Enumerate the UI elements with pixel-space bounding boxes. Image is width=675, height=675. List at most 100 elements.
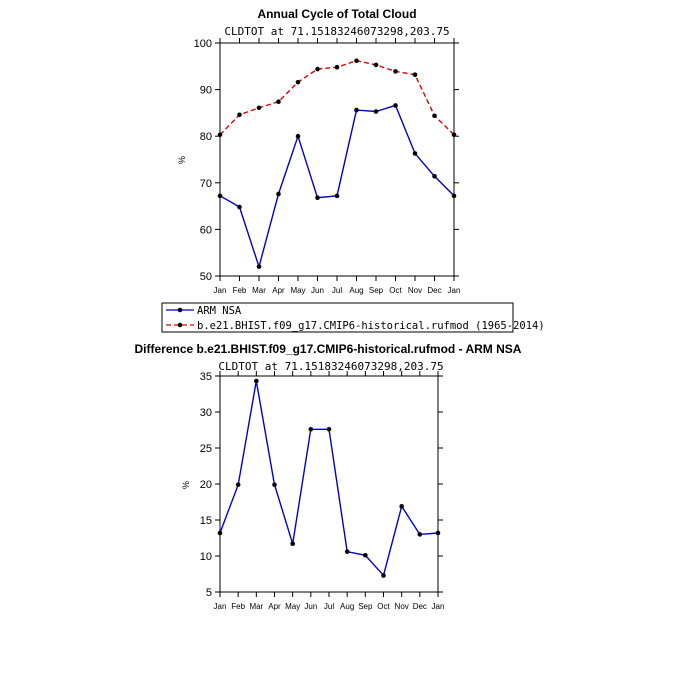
x-tick-label: Sep <box>369 286 384 295</box>
data-point <box>354 58 359 64</box>
data-point <box>399 504 404 509</box>
x-tick-label: Dec <box>427 286 441 295</box>
data-point <box>290 541 295 547</box>
x-tick-label: Jul <box>332 286 342 295</box>
data-point <box>217 132 223 138</box>
series-line-1 <box>219 59 455 136</box>
y-tick-label: 5 <box>206 587 212 599</box>
plot-frame <box>219 42 455 277</box>
legend: ARM NSA b.e21.BHIST.f09_g17.CMIP6-histor… <box>161 302 545 333</box>
data-point <box>393 69 398 74</box>
x-tick-label: May <box>290 286 305 295</box>
x-tick-label: Apr <box>272 286 285 295</box>
x-tick-label: Feb <box>233 286 247 295</box>
data-point <box>237 112 242 118</box>
data-point <box>451 132 457 138</box>
data-point <box>432 113 437 118</box>
data-point <box>272 482 277 488</box>
y-axis-label: % <box>181 481 191 489</box>
x-tick-label: Nov <box>395 602 409 611</box>
data-point <box>451 193 457 199</box>
chart-subtitle: CLDTOT at 71.15183246073298,203.75 <box>224 25 449 38</box>
data-point <box>412 151 418 156</box>
y-tick-label: 35 <box>200 371 212 383</box>
legend-label-model: b.e21.BHIST.f09_g17.CMIP6-historical.ruf… <box>197 320 545 332</box>
x-tick-label: Jan <box>214 602 227 611</box>
data-point <box>344 549 350 554</box>
data-point <box>276 99 281 105</box>
y-tick-label: 50 <box>200 271 212 283</box>
x-tick-label: Mar <box>252 286 266 295</box>
data-point <box>256 264 262 269</box>
data-point <box>295 79 301 85</box>
y-tick-label: 25 <box>200 443 212 455</box>
data-point <box>412 72 418 77</box>
y-tick-label: 70 <box>200 178 212 190</box>
data-point <box>432 173 437 179</box>
y-axis-label: % <box>177 156 187 164</box>
x-tick-label: Jan <box>432 602 445 611</box>
x-tick-label: Oct <box>377 602 390 611</box>
x-tick-label: Aug <box>340 602 354 611</box>
x-tick-label: Oct <box>389 286 402 295</box>
x-tick-label: Apr <box>268 602 281 611</box>
data-point <box>334 64 340 70</box>
plot-marks: 50 60 70 80 90 100 Jan Feb Mar Apr May Jun Jul Aug Sep… <box>194 38 461 295</box>
y-tick-label: 60 <box>200 224 212 236</box>
data-point <box>354 107 359 113</box>
x-tick-label: Aug <box>349 286 363 295</box>
data-point <box>373 62 379 68</box>
y-tick-label: 30 <box>200 407 212 419</box>
plot-marks: 5 10 15 20 25 30 35 Jan Feb Mar Apr May Jun Jul Aug Sep… <box>200 371 445 611</box>
y-tick-label: 10 <box>200 551 212 563</box>
chart-title: Annual Cycle of Total Cloud <box>257 7 416 21</box>
x-tick-label: Feb <box>231 602 245 611</box>
y-tick-label: 20 <box>200 479 212 491</box>
x-tick-label: Jan <box>448 286 461 295</box>
data-point <box>256 105 262 111</box>
data-point <box>326 426 332 432</box>
legend-label-arm-nsa: ARM NSA <box>197 305 242 317</box>
data-point <box>315 195 320 201</box>
y-tick-label: 15 <box>200 515 212 527</box>
data-point <box>315 66 320 72</box>
data-point <box>435 530 441 536</box>
series-line-0 <box>219 104 455 270</box>
y-tick-label: 100 <box>194 38 212 50</box>
data-point <box>235 482 241 488</box>
series-line-0 <box>219 380 439 577</box>
data-point <box>417 532 423 537</box>
data-point <box>276 191 281 197</box>
data-point <box>254 378 259 384</box>
x-tick-label: Nov <box>408 286 422 295</box>
difference-chart: Difference b.e21.BHIST.f09_g17.CMIP6-his… <box>135 342 522 611</box>
x-tick-label: Jun <box>311 286 324 295</box>
data-point <box>217 193 223 199</box>
x-tick-label: Mar <box>249 602 263 611</box>
x-tick-label: Jun <box>304 602 317 611</box>
chart-title: Difference b.e21.BHIST.f09_g17.CMIP6-his… <box>135 342 522 356</box>
y-tick-label: 90 <box>200 85 212 97</box>
data-point <box>373 109 379 114</box>
data-point <box>217 530 223 536</box>
data-point <box>237 204 242 210</box>
data-point <box>393 103 398 108</box>
data-point <box>334 193 340 199</box>
data-point <box>295 133 301 139</box>
x-tick-label: Sep <box>358 602 373 611</box>
x-tick-label: May <box>285 602 300 611</box>
legend-box <box>161 302 514 333</box>
legend-marker-model <box>177 322 183 328</box>
annual-cycle-chart: Annual Cycle of Total Cloud CLDTOT at 71… <box>177 7 460 295</box>
x-tick-label: Jan <box>214 286 227 295</box>
data-point <box>363 552 368 558</box>
legend-marker-arm-nsa <box>177 307 183 313</box>
data-point <box>381 573 386 578</box>
x-tick-label: Jul <box>324 602 334 611</box>
data-point <box>308 426 314 432</box>
y-tick-label: 80 <box>200 131 212 143</box>
chart-subtitle: CLDTOT at 71.15183246073298,203.75 <box>218 360 443 373</box>
plot-frame <box>219 375 439 593</box>
x-tick-label: Dec <box>413 602 427 611</box>
